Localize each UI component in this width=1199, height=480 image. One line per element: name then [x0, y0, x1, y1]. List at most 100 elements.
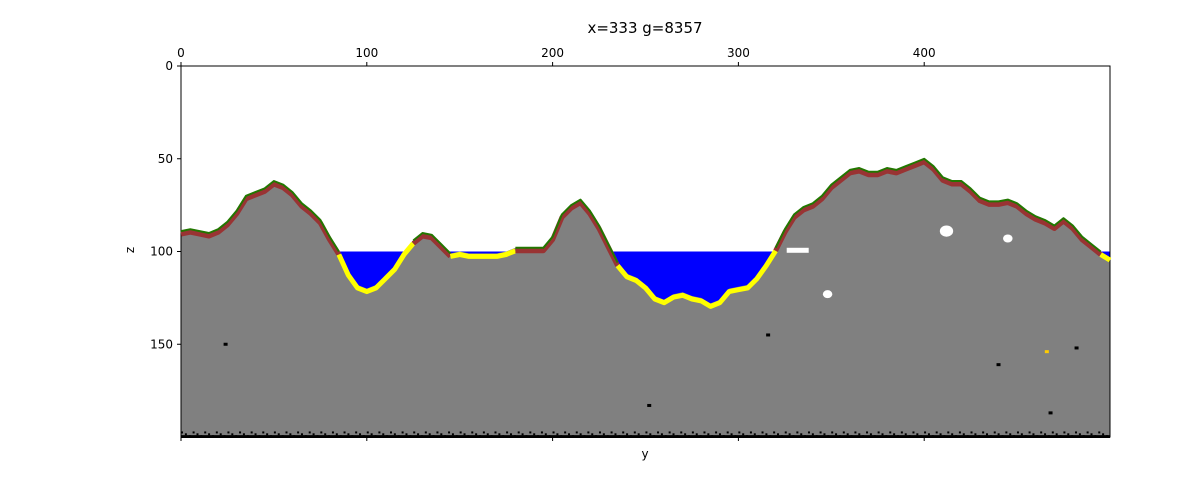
sand-segment — [449, 248, 517, 259]
bedrock-speck — [982, 431, 985, 434]
x-tick-label: 400 — [913, 46, 936, 60]
bedrock-speck — [896, 435, 899, 438]
ore-speck — [766, 333, 771, 337]
bedrock-speck — [715, 431, 718, 434]
bedrock-speck — [316, 435, 319, 438]
bedrock-speck — [451, 433, 454, 436]
bedrock-speck — [1016, 431, 1019, 434]
bedrock-speck — [517, 431, 520, 434]
bedrock-speck — [506, 431, 509, 434]
bedrock-speck — [676, 435, 679, 438]
bedrock-speck — [1032, 433, 1035, 436]
bedrock-speck — [347, 433, 350, 436]
bedrock-speck — [869, 433, 872, 436]
bedrock-speck — [800, 433, 803, 436]
grass-segment — [180, 180, 340, 253]
plot-area — [180, 65, 1112, 438]
bedrock-speck — [428, 433, 431, 436]
bedrock-speck — [246, 435, 249, 438]
grass-segment — [774, 157, 1102, 253]
bedrock-speck — [699, 435, 702, 438]
bedrock-speck — [239, 431, 242, 434]
bedrock-speck — [393, 433, 396, 436]
bedrock-speck — [1067, 433, 1070, 436]
bedrock-speck — [858, 433, 861, 436]
bedrock-speck — [602, 433, 605, 436]
bedrock-speck — [231, 433, 234, 436]
ore-speck — [1074, 346, 1079, 350]
bedrock-speck — [606, 435, 609, 438]
bedrock-speck — [479, 435, 482, 438]
bedrock-speck — [1063, 431, 1066, 434]
cave-pockets — [786, 225, 1013, 299]
bedrock-speck — [548, 435, 551, 438]
bedrock-speck — [1059, 435, 1062, 438]
bedrock-speck — [993, 431, 996, 434]
bedrock-speck — [355, 431, 358, 434]
bedrock-speck — [382, 433, 385, 436]
bedrock-speck — [401, 431, 404, 434]
bedrock-speck — [641, 435, 644, 438]
bedrock-speck — [943, 435, 946, 438]
bedrock-speck — [1105, 435, 1108, 438]
bedrock-speck — [266, 433, 269, 436]
bedrock-speck — [417, 433, 420, 436]
bedrock-speck — [730, 433, 733, 436]
bedrock-speck — [877, 431, 880, 434]
bedrock-speck — [664, 435, 667, 438]
bedrock-speck — [1051, 431, 1054, 434]
bedrock-speck — [807, 431, 810, 434]
chart-title: x=333 g=8357 — [587, 19, 702, 37]
bedrock-speck — [769, 435, 772, 438]
bedrock-speck — [436, 431, 439, 434]
bedrock-speck — [1036, 435, 1039, 438]
bedrock-speck — [351, 435, 354, 438]
bedrock-speck — [1055, 433, 1058, 436]
bedrock-speck — [564, 431, 567, 434]
bedrock-speck — [413, 431, 416, 434]
bedrock-speck — [633, 431, 636, 434]
bedrock-speck — [862, 435, 865, 438]
bedrock-speck — [273, 431, 276, 434]
bedrock-speck — [320, 431, 323, 434]
bedrock-speck — [695, 433, 698, 436]
bedrock-speck — [440, 433, 443, 436]
ore-speck — [1048, 411, 1053, 415]
x-tick-label: 300 — [727, 46, 750, 60]
bedrock-speck — [331, 431, 334, 434]
bedrock-speck — [215, 431, 218, 434]
bedrock-speck — [293, 435, 296, 438]
bedrock-speck — [583, 435, 586, 438]
bedrock-speck — [188, 435, 191, 438]
bedrock-speck — [490, 435, 493, 438]
bedrock-speck — [405, 433, 408, 436]
bedrock-speck — [900, 431, 903, 434]
bedrock-speck — [1013, 435, 1016, 438]
y-tick-label: 50 — [158, 152, 173, 166]
bedrock-speck — [1024, 435, 1027, 438]
bedrock-speck — [889, 431, 892, 434]
bedrock-speck — [227, 431, 230, 434]
sand-segment — [1099, 252, 1112, 263]
bedrock-speck — [866, 431, 869, 434]
bedrock-speck — [835, 433, 838, 436]
bedrock-speck — [966, 435, 969, 438]
bedrock-speck — [289, 433, 292, 436]
dirt-segment — [773, 159, 1103, 257]
bedrock-speck — [424, 431, 427, 434]
bedrock-speck — [378, 431, 381, 434]
bedrock-speck — [738, 431, 741, 434]
bedrock-speck — [339, 435, 342, 438]
bedrock-speck — [711, 435, 714, 438]
bedrock-speck — [1005, 431, 1008, 434]
bedrock-speck — [560, 435, 563, 438]
ore-speck — [647, 403, 652, 407]
bedrock-speck — [324, 433, 327, 436]
bedrock-speck — [242, 433, 245, 436]
bedrock-speck — [796, 431, 799, 434]
bedrock-speck — [525, 435, 528, 438]
bedrock-speck — [908, 435, 911, 438]
bedrock-speck — [920, 435, 923, 438]
bedrock-speck — [777, 433, 780, 436]
bedrock-speck — [1047, 435, 1050, 438]
